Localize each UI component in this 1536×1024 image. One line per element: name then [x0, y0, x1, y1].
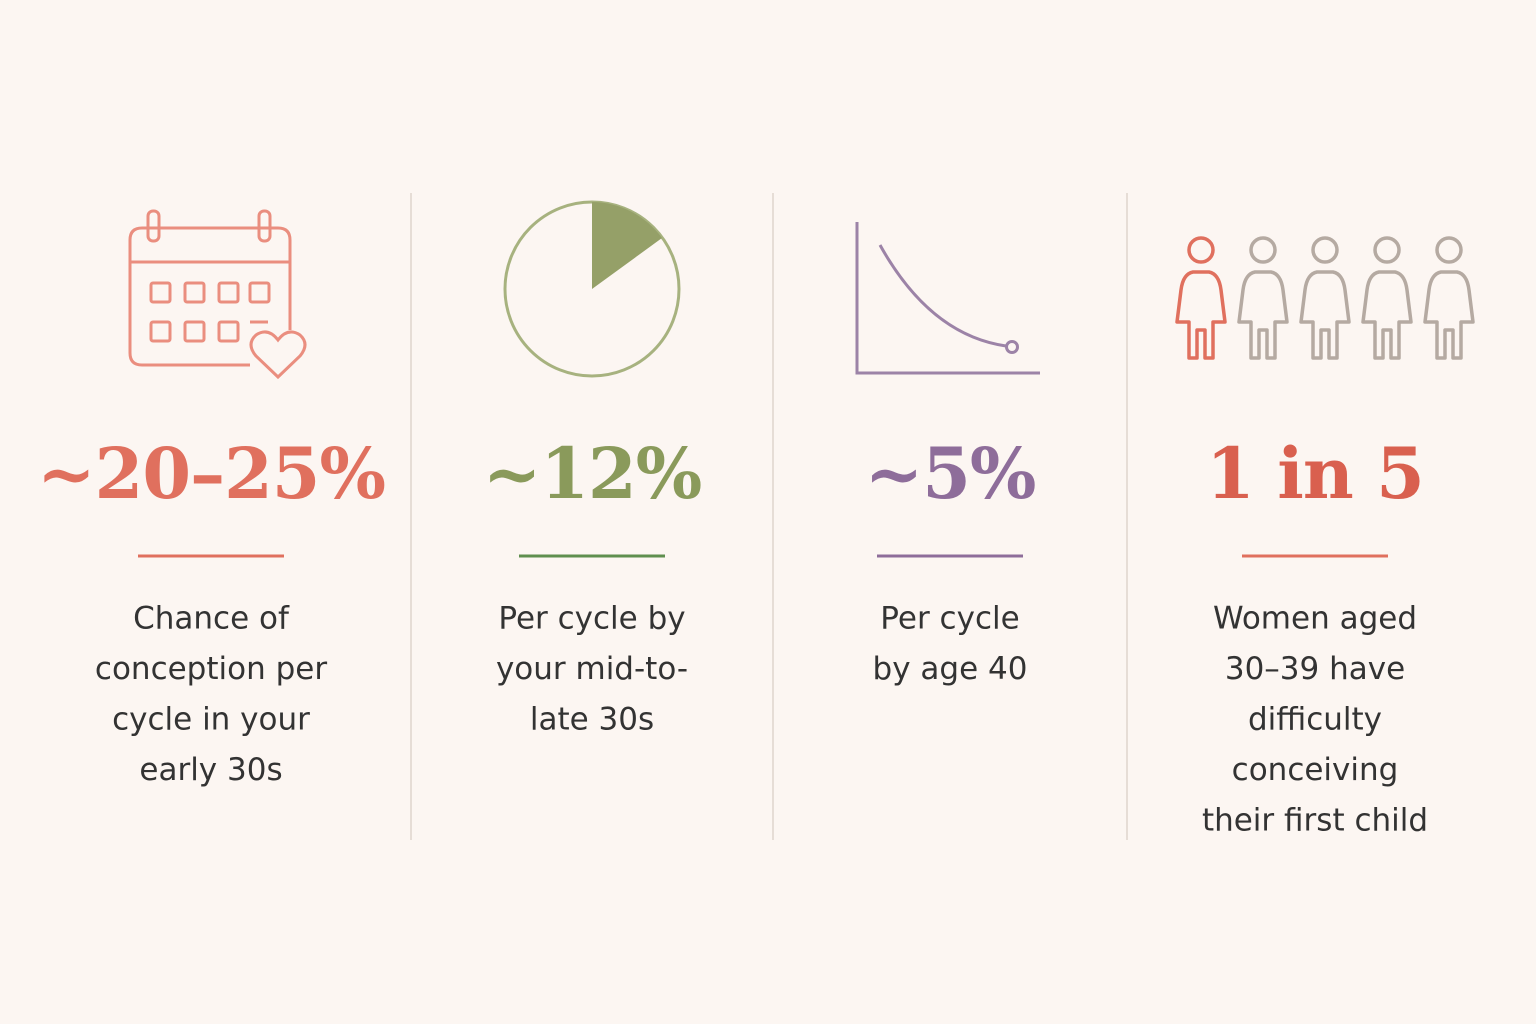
stat-description: early 30s	[139, 752, 282, 788]
person	[1361, 236, 1413, 360]
stat-description: late 30s	[530, 702, 654, 738]
stat-description: conceiving	[1232, 752, 1399, 788]
person-highlighted	[1175, 236, 1227, 360]
stat-description: 30–39 have	[1225, 651, 1405, 687]
pie-icon	[503, 200, 681, 378]
stat-value: ~12%	[483, 432, 702, 515]
stat-description: cycle in your	[112, 702, 310, 738]
stat-description: conception per	[95, 651, 327, 687]
calendar-icon	[128, 209, 307, 380]
person	[1423, 236, 1475, 360]
person	[1299, 236, 1351, 360]
stat-description: Per cycle by	[498, 601, 685, 637]
dividers	[410, 193, 1128, 840]
stat-value: ~5%	[865, 432, 1036, 515]
stat-description: Per cycle	[880, 601, 1019, 637]
decline-icon	[855, 222, 1040, 375]
people-icon	[1175, 236, 1475, 360]
stat-description: Chance of	[133, 601, 290, 637]
stat-description: Women aged	[1213, 601, 1417, 637]
person	[1237, 236, 1289, 360]
stat-value: 1 in 5	[1206, 432, 1424, 515]
stat-value: ~20–25%	[37, 432, 385, 515]
stat-description: your mid-to-	[496, 651, 688, 687]
stat-description: by age 40	[873, 651, 1028, 687]
stat-description: their first child	[1202, 803, 1428, 839]
stat-description: difficulty	[1248, 702, 1382, 738]
